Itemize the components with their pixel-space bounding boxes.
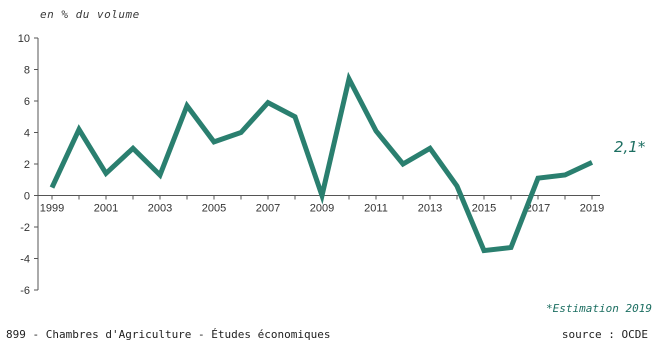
x-tick-label: 2015 bbox=[472, 203, 496, 215]
x-tick-label: 2005 bbox=[202, 203, 226, 215]
y-tick-label: 8 bbox=[24, 65, 30, 77]
y-axis-label: en % du volume bbox=[40, 8, 140, 21]
y-tick-label: -2 bbox=[20, 222, 30, 234]
estimation-note: *Estimation 2019 bbox=[546, 302, 652, 315]
y-tick-label: -6 bbox=[20, 285, 30, 297]
x-tick-label: 2013 bbox=[418, 203, 442, 215]
x-tick-label: 2017 bbox=[526, 203, 550, 215]
x-tick-label: 1999 bbox=[40, 203, 64, 215]
x-tick-label: 2019 bbox=[580, 203, 604, 215]
last-value-annotation: 2,1* bbox=[614, 138, 646, 156]
series-line bbox=[49, 71, 594, 254]
x-tick-label: 2011 bbox=[364, 203, 388, 215]
x-tick-label: 2003 bbox=[148, 203, 172, 215]
x-tick-label: 2007 bbox=[256, 203, 280, 215]
y-tick-label: 10 bbox=[18, 33, 30, 45]
x-tick-label: 2001 bbox=[94, 203, 118, 215]
y-tick-label: 2 bbox=[24, 159, 30, 171]
footer-source: source : OCDE bbox=[561, 328, 648, 341]
y-tick-label: 0 bbox=[24, 191, 30, 203]
y-tick-label: 6 bbox=[24, 96, 30, 108]
footer-source-publisher: 899 - Chambres d'Agriculture - Études éc… bbox=[6, 328, 331, 341]
y-tick-label: 4 bbox=[24, 128, 30, 140]
x-tick-label: 2009 bbox=[310, 203, 334, 215]
y-tick-label: -4 bbox=[20, 254, 30, 266]
